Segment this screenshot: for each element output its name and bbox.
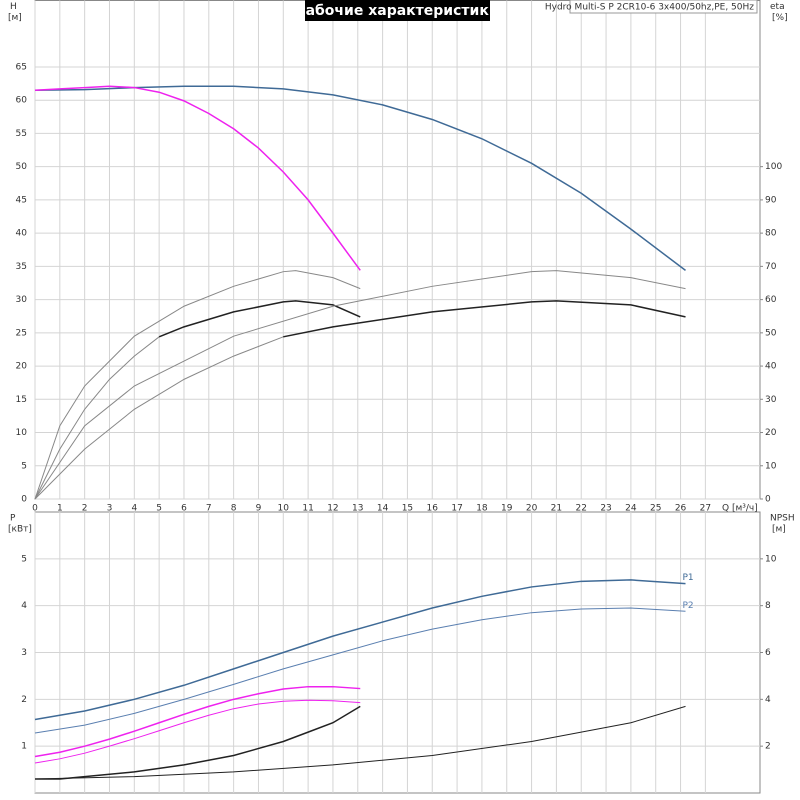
y-tick-label: 60 [16,96,28,106]
x-tick-label: 16 [427,504,439,514]
x-tick-label: 26 [675,504,687,514]
panel: 1 2 3 4 5 2 4 6 8 10 P[кВт] NPSH[м] P1 P2 [8,511,795,794]
y-tick-label: 35 [16,262,27,272]
panel: 0 1 2 3 4 5 6 7 8 9 10 11 12 13 14 15 16 17 18 19 20 21 22 23 24… [8,0,788,514]
y-tick-label: 30 [16,295,28,305]
data-line [158,300,361,338]
y2-tick-label: 10 [765,461,777,471]
y2-tick-label: 60 [765,295,777,305]
y-tick-label: 15 [16,395,27,405]
x-tick-label: 10 [278,504,290,514]
x-tick-label: 19 [501,504,513,514]
x-tick-label: 13 [352,504,363,514]
x-tick-label: 12 [327,504,338,514]
x-tick-label: 23 [600,504,611,514]
x-tick-label: 20 [526,504,538,514]
y2-tick-label: 10 [765,554,777,564]
y-tick-label: 5 [21,554,27,564]
x-tick-label: 6 [181,504,187,514]
y-tick-label: 2 [21,695,27,705]
plot-layers: 0 1 2 3 4 5 6 7 8 9 10 11 12 13 14 15 16 17 18 19 20 21 22 23 24… [8,0,795,794]
x-tick-label: 8 [231,504,237,514]
chart-subtitle: Hydro Multi-S P 2CR10-6 3x400/50hz,PE, 5… [545,3,754,13]
data-line [34,699,361,764]
y2-tick-label: 40 [765,362,777,372]
x-tick-label: 21 [551,504,562,514]
y-tick-label: 1 [21,742,27,752]
y-tick-label: 25 [16,328,27,338]
y2-tick-label: 0 [765,495,771,505]
data-line [34,685,361,758]
y-tick-label: 0 [21,495,27,505]
y-tick-label: 65 [16,62,27,72]
x-tick-label: 1 [57,504,63,514]
data-line [34,270,361,500]
y2-axis-label: NPSH [770,514,795,524]
x-tick-label: 17 [451,504,462,514]
x-tick-label: 9 [256,504,262,514]
y-axis-label: P [10,514,16,524]
y-tick-label: 45 [16,195,27,205]
y2-tick-label: 20 [765,428,777,438]
y-tick-label: 20 [16,362,28,372]
x-tick-label: 11 [302,504,313,514]
x-tick-label: 18 [476,504,488,514]
y-axis-unit: [кВт] [8,525,32,535]
data-line [34,85,361,271]
y2-tick-label: 6 [765,648,771,658]
y2-axis-unit: [м] [772,525,786,535]
title-box [305,0,490,21]
y-tick-label: 50 [16,162,28,172]
x-tick-label: 7 [206,504,212,514]
x-tick-label: 2 [82,504,88,514]
y2-tick-label: 4 [765,695,771,705]
data-line [34,270,686,500]
data-line [34,579,686,721]
x-tick-label: 25 [650,504,661,514]
data-line [34,336,284,500]
y-tick-label: 4 [21,601,27,611]
y-tick-label: 10 [16,428,28,438]
x-tick-label: 3 [107,504,113,514]
model-box [569,0,758,14]
y-tick-label: 3 [21,648,27,658]
x-tick-label: 15 [402,504,413,514]
x-tick-label: 27 [700,504,711,514]
y-tick-label: 55 [16,129,27,139]
y2-axis-label: eta [770,2,785,12]
y2-tick-label: 2 [765,742,771,752]
x-axis-label: Q [м³/ч] [722,504,758,514]
x-tick-label: 24 [625,504,637,514]
x-tick-label: 4 [131,504,137,514]
x-tick-label: 22 [576,504,587,514]
x-tick-label: 14 [377,504,389,514]
y-axis-label: H [10,2,17,12]
y2-tick-label: 90 [765,195,777,205]
y2-tick-label: 30 [765,395,777,405]
plot-frame [34,0,761,500]
data-line [34,85,686,271]
data-line [283,300,686,338]
data-line [34,607,686,734]
y2-tick-label: 50 [765,328,777,338]
y2-tick-label: 80 [765,229,777,239]
y-tick-label: 40 [16,229,28,239]
series-label: P1 [683,573,694,583]
series-label: P2 [683,601,694,611]
y-tick-label: 5 [21,461,27,471]
data-line [34,336,160,500]
y2-axis-unit: [%] [772,13,788,23]
chart-title: Рабочие характеристики [295,3,498,19]
data-line [34,705,686,780]
y2-tick-label: 8 [765,601,771,611]
y2-tick-label: 70 [765,262,777,272]
x-tick-label: 5 [156,504,162,514]
y2-tick-label: 100 [765,162,782,172]
y-axis-unit: [м] [8,13,22,23]
x-tick-label: 0 [32,504,38,514]
